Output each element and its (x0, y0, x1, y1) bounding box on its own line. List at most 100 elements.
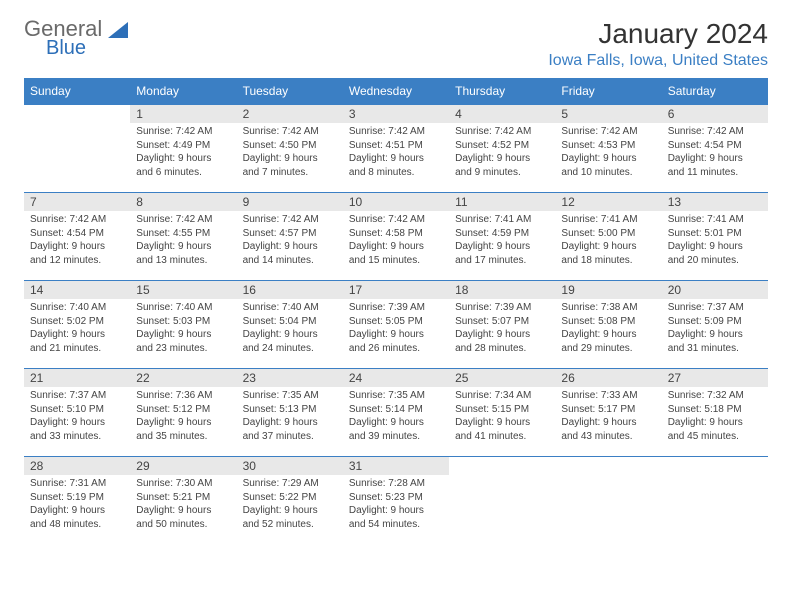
calendar-cell: 10Sunrise: 7:42 AMSunset: 4:58 PMDayligh… (343, 193, 449, 281)
calendar-cell: 21Sunrise: 7:37 AMSunset: 5:10 PMDayligh… (24, 369, 130, 457)
calendar-week: 7Sunrise: 7:42 AMSunset: 4:54 PMDaylight… (24, 193, 768, 281)
day-number: 31 (343, 457, 449, 475)
day-body: Sunrise: 7:42 AMSunset: 4:57 PMDaylight:… (237, 211, 343, 271)
day-body: Sunrise: 7:31 AMSunset: 5:19 PMDaylight:… (24, 475, 130, 535)
day-number: 7 (24, 193, 130, 211)
day-body: Sunrise: 7:37 AMSunset: 5:09 PMDaylight:… (662, 299, 768, 359)
day-number: 11 (449, 193, 555, 211)
day-number: 14 (24, 281, 130, 299)
day-number: 16 (237, 281, 343, 299)
weekday-header: Tuesday (237, 78, 343, 105)
day-number: 4 (449, 105, 555, 123)
day-number: 21 (24, 369, 130, 387)
day-number: 20 (662, 281, 768, 299)
day-body: Sunrise: 7:42 AMSunset: 4:54 PMDaylight:… (24, 211, 130, 271)
day-number: 8 (130, 193, 236, 211)
day-number: 26 (555, 369, 661, 387)
day-body: Sunrise: 7:41 AMSunset: 5:00 PMDaylight:… (555, 211, 661, 271)
day-number: 29 (130, 457, 236, 475)
day-body: Sunrise: 7:33 AMSunset: 5:17 PMDaylight:… (555, 387, 661, 447)
day-body: Sunrise: 7:38 AMSunset: 5:08 PMDaylight:… (555, 299, 661, 359)
day-number: 18 (449, 281, 555, 299)
calendar-cell: 24Sunrise: 7:35 AMSunset: 5:14 PMDayligh… (343, 369, 449, 457)
calendar-cell: 26Sunrise: 7:33 AMSunset: 5:17 PMDayligh… (555, 369, 661, 457)
calendar-cell: 2Sunrise: 7:42 AMSunset: 4:50 PMDaylight… (237, 105, 343, 193)
day-body: Sunrise: 7:42 AMSunset: 4:52 PMDaylight:… (449, 123, 555, 183)
day-body: Sunrise: 7:41 AMSunset: 4:59 PMDaylight:… (449, 211, 555, 271)
calendar-cell: 25Sunrise: 7:34 AMSunset: 5:15 PMDayligh… (449, 369, 555, 457)
day-number: 9 (237, 193, 343, 211)
logo-triangle-icon (108, 20, 130, 40)
calendar-cell: 31Sunrise: 7:28 AMSunset: 5:23 PMDayligh… (343, 457, 449, 545)
calendar-cell: 7Sunrise: 7:42 AMSunset: 4:54 PMDaylight… (24, 193, 130, 281)
day-number: 13 (662, 193, 768, 211)
day-body: Sunrise: 7:40 AMSunset: 5:04 PMDaylight:… (237, 299, 343, 359)
calendar-cell: 6Sunrise: 7:42 AMSunset: 4:54 PMDaylight… (662, 105, 768, 193)
calendar-cell (662, 457, 768, 545)
calendar-head: SundayMondayTuesdayWednesdayThursdayFrid… (24, 78, 768, 105)
day-body: Sunrise: 7:37 AMSunset: 5:10 PMDaylight:… (24, 387, 130, 447)
day-body: Sunrise: 7:35 AMSunset: 5:13 PMDaylight:… (237, 387, 343, 447)
day-number: 15 (130, 281, 236, 299)
day-body: Sunrise: 7:42 AMSunset: 4:51 PMDaylight:… (343, 123, 449, 183)
day-body: Sunrise: 7:42 AMSunset: 4:54 PMDaylight:… (662, 123, 768, 183)
day-number: 3 (343, 105, 449, 123)
calendar-table: SundayMondayTuesdayWednesdayThursdayFrid… (24, 78, 768, 545)
day-number: 25 (449, 369, 555, 387)
calendar-cell: 12Sunrise: 7:41 AMSunset: 5:00 PMDayligh… (555, 193, 661, 281)
month-title: January 2024 (548, 18, 768, 50)
calendar-cell: 23Sunrise: 7:35 AMSunset: 5:13 PMDayligh… (237, 369, 343, 457)
day-number: 5 (555, 105, 661, 123)
weekday-row: SundayMondayTuesdayWednesdayThursdayFrid… (24, 78, 768, 105)
day-body: Sunrise: 7:42 AMSunset: 4:58 PMDaylight:… (343, 211, 449, 271)
day-body: Sunrise: 7:42 AMSunset: 4:55 PMDaylight:… (130, 211, 236, 271)
calendar-week: 21Sunrise: 7:37 AMSunset: 5:10 PMDayligh… (24, 369, 768, 457)
calendar-cell: 27Sunrise: 7:32 AMSunset: 5:18 PMDayligh… (662, 369, 768, 457)
day-number: 12 (555, 193, 661, 211)
calendar-cell: 1Sunrise: 7:42 AMSunset: 4:49 PMDaylight… (130, 105, 236, 193)
day-body: Sunrise: 7:35 AMSunset: 5:14 PMDaylight:… (343, 387, 449, 447)
weekday-header: Friday (555, 78, 661, 105)
calendar-cell: 4Sunrise: 7:42 AMSunset: 4:52 PMDaylight… (449, 105, 555, 193)
day-number: 10 (343, 193, 449, 211)
day-body: Sunrise: 7:36 AMSunset: 5:12 PMDaylight:… (130, 387, 236, 447)
day-body: Sunrise: 7:40 AMSunset: 5:03 PMDaylight:… (130, 299, 236, 359)
calendar-cell (449, 457, 555, 545)
day-number: 24 (343, 369, 449, 387)
calendar-cell: 17Sunrise: 7:39 AMSunset: 5:05 PMDayligh… (343, 281, 449, 369)
day-number: 1 (130, 105, 236, 123)
calendar-cell: 13Sunrise: 7:41 AMSunset: 5:01 PMDayligh… (662, 193, 768, 281)
header: General Blue January 2024 Iowa Falls, Io… (24, 18, 768, 70)
location: Iowa Falls, Iowa, United States (548, 52, 768, 70)
calendar-cell: 8Sunrise: 7:42 AMSunset: 4:55 PMDaylight… (130, 193, 236, 281)
title-block: January 2024 Iowa Falls, Iowa, United St… (548, 18, 768, 70)
weekday-header: Sunday (24, 78, 130, 105)
day-body: Sunrise: 7:42 AMSunset: 4:50 PMDaylight:… (237, 123, 343, 183)
calendar-cell: 3Sunrise: 7:42 AMSunset: 4:51 PMDaylight… (343, 105, 449, 193)
day-number: 27 (662, 369, 768, 387)
calendar-cell: 14Sunrise: 7:40 AMSunset: 5:02 PMDayligh… (24, 281, 130, 369)
calendar-cell (555, 457, 661, 545)
logo-sub: Blue (46, 38, 102, 58)
day-number: 6 (662, 105, 768, 123)
day-body: Sunrise: 7:40 AMSunset: 5:02 PMDaylight:… (24, 299, 130, 359)
calendar-cell: 19Sunrise: 7:38 AMSunset: 5:08 PMDayligh… (555, 281, 661, 369)
day-body: Sunrise: 7:34 AMSunset: 5:15 PMDaylight:… (449, 387, 555, 447)
calendar-cell: 29Sunrise: 7:30 AMSunset: 5:21 PMDayligh… (130, 457, 236, 545)
day-body: Sunrise: 7:41 AMSunset: 5:01 PMDaylight:… (662, 211, 768, 271)
day-body: Sunrise: 7:39 AMSunset: 5:05 PMDaylight:… (343, 299, 449, 359)
calendar-week: 1Sunrise: 7:42 AMSunset: 4:49 PMDaylight… (24, 105, 768, 193)
weekday-header: Wednesday (343, 78, 449, 105)
calendar-cell: 9Sunrise: 7:42 AMSunset: 4:57 PMDaylight… (237, 193, 343, 281)
calendar-cell: 11Sunrise: 7:41 AMSunset: 4:59 PMDayligh… (449, 193, 555, 281)
day-number: 30 (237, 457, 343, 475)
day-number: 23 (237, 369, 343, 387)
day-number: 2 (237, 105, 343, 123)
calendar-cell: 5Sunrise: 7:42 AMSunset: 4:53 PMDaylight… (555, 105, 661, 193)
calendar-cell: 30Sunrise: 7:29 AMSunset: 5:22 PMDayligh… (237, 457, 343, 545)
calendar-cell: 22Sunrise: 7:36 AMSunset: 5:12 PMDayligh… (130, 369, 236, 457)
calendar-cell: 28Sunrise: 7:31 AMSunset: 5:19 PMDayligh… (24, 457, 130, 545)
day-body: Sunrise: 7:30 AMSunset: 5:21 PMDaylight:… (130, 475, 236, 535)
weekday-header: Monday (130, 78, 236, 105)
calendar-cell: 20Sunrise: 7:37 AMSunset: 5:09 PMDayligh… (662, 281, 768, 369)
